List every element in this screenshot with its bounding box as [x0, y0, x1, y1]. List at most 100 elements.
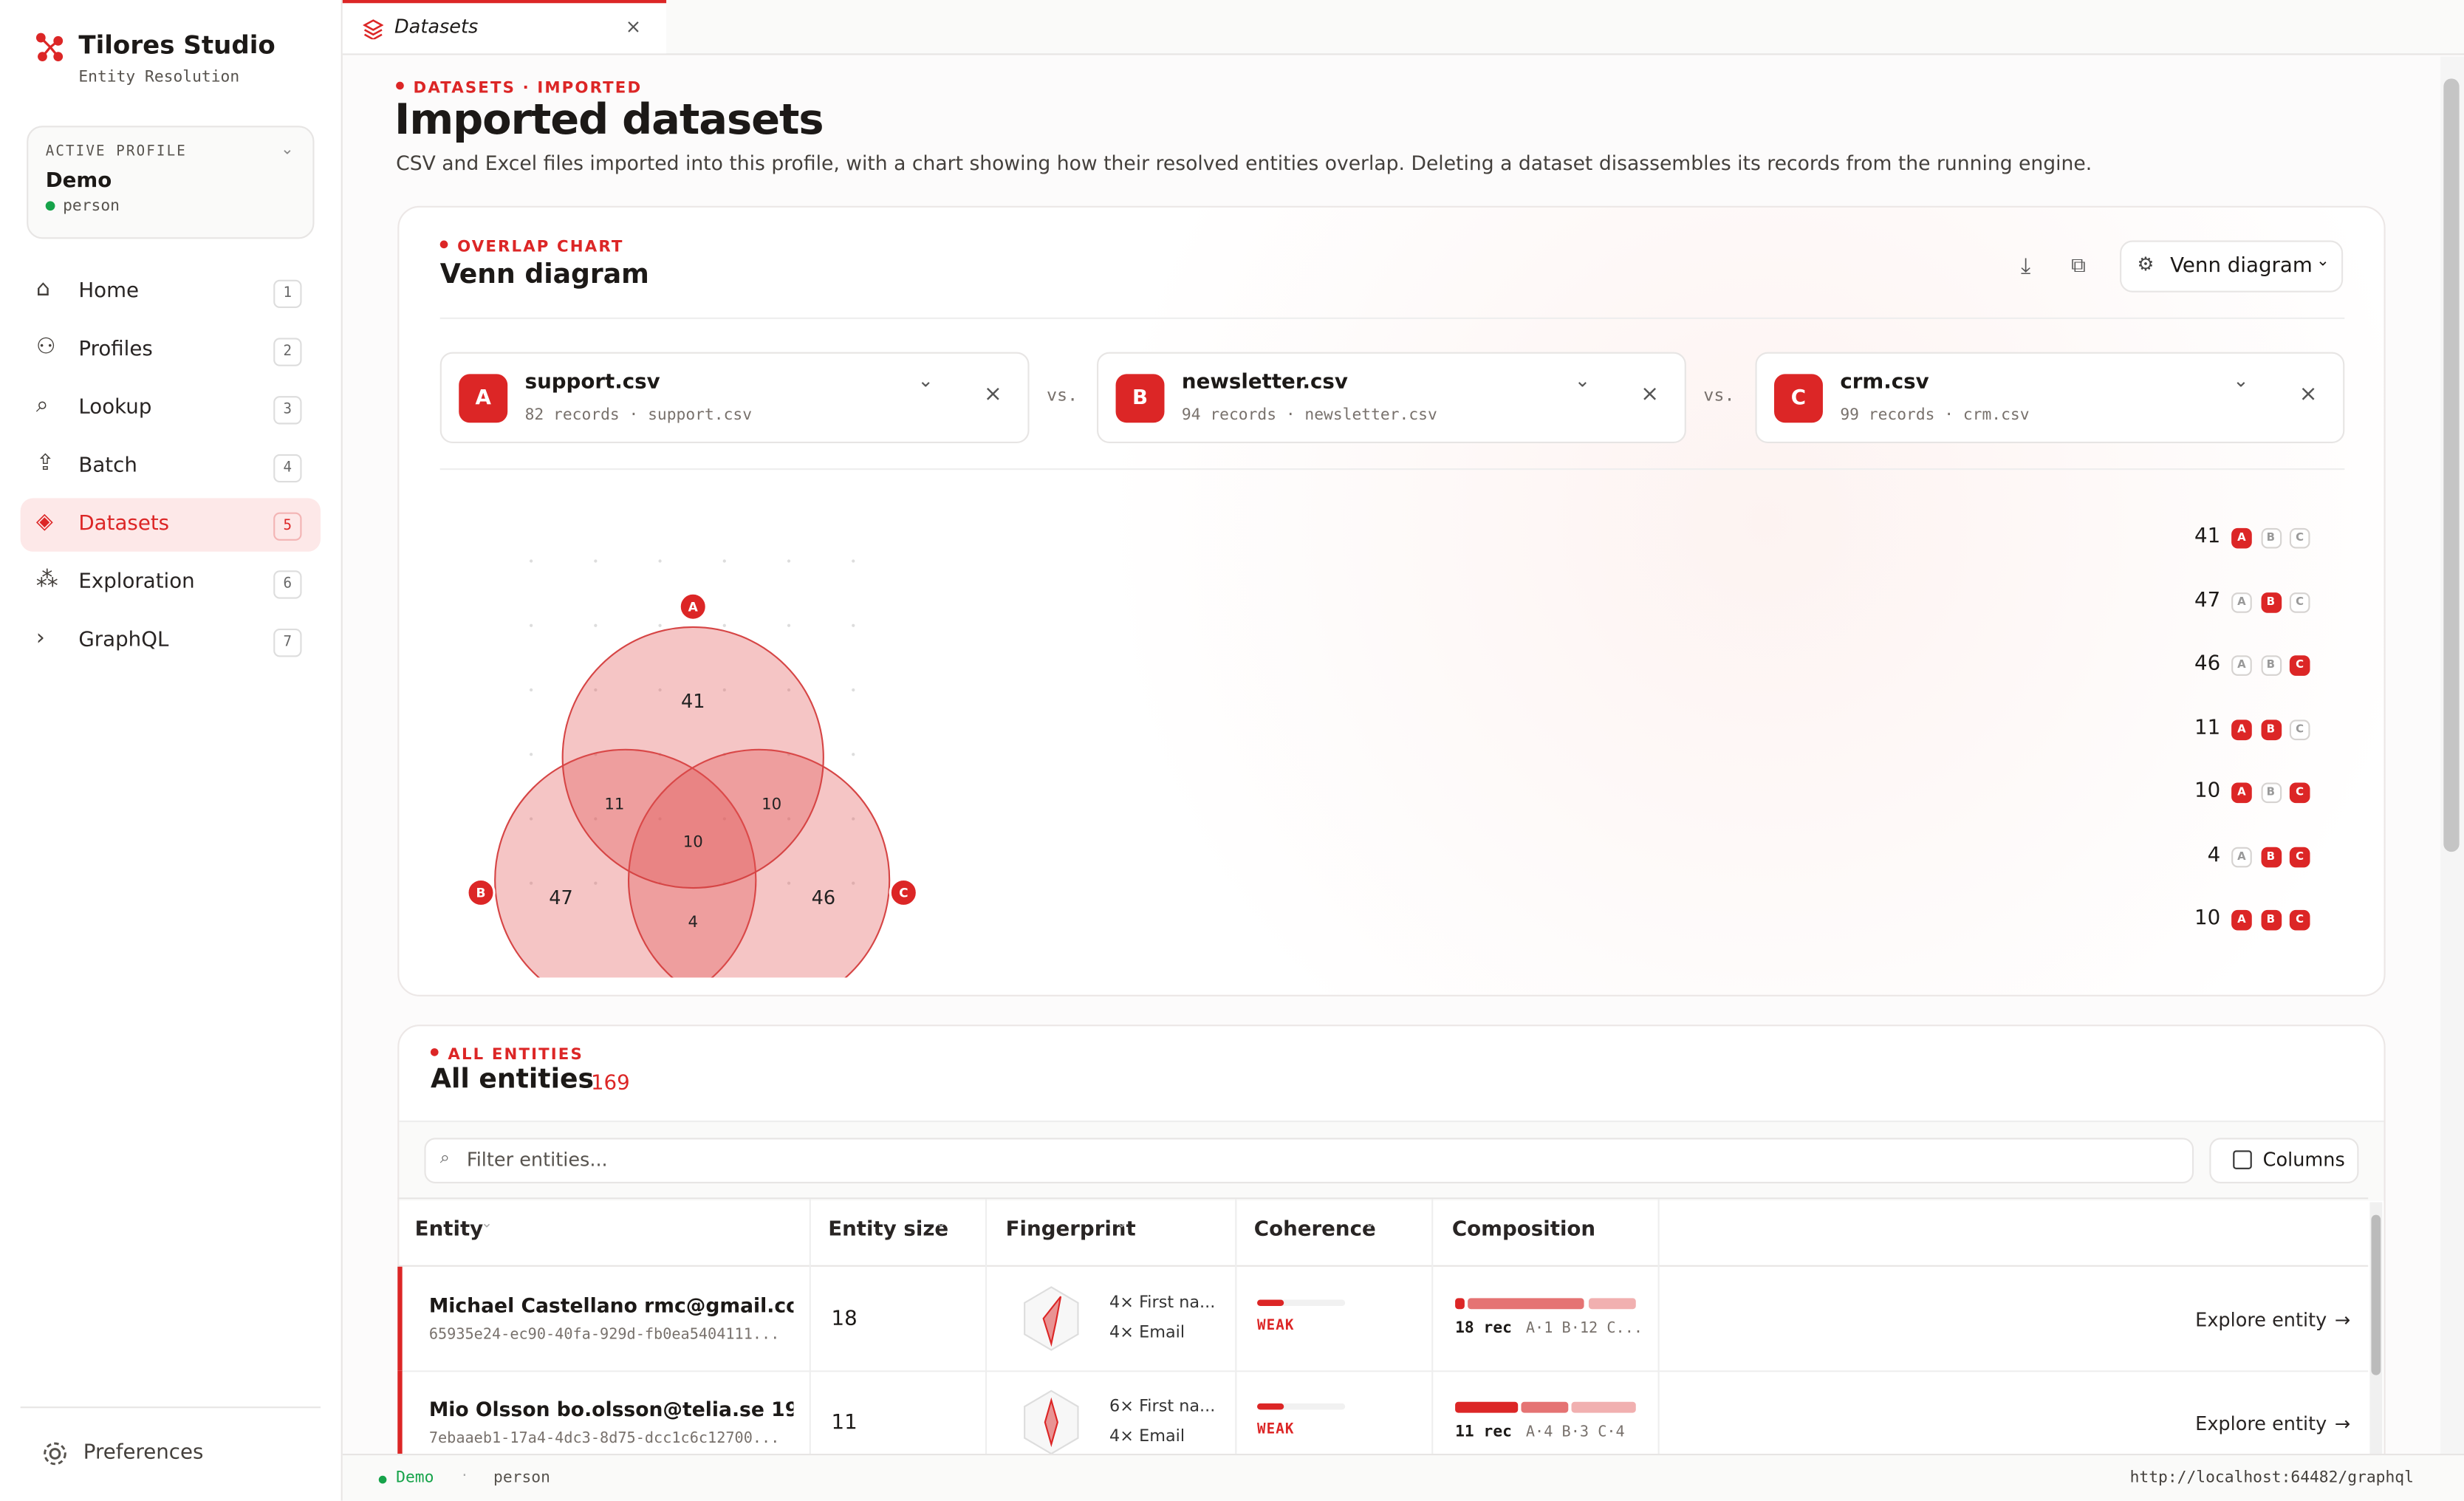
- region-count: 41: [681, 691, 705, 713]
- columns-button[interactable]: Columns: [2209, 1138, 2359, 1184]
- region-count: 46: [812, 887, 835, 909]
- column-header[interactable]: Fingerprint: [1005, 1217, 1136, 1242]
- remove-button[interactable]: ×: [2299, 381, 2318, 408]
- legend-badge: C: [2289, 527, 2310, 549]
- main-scrollbar: [2440, 56, 2464, 1454]
- column-separator: [1235, 1199, 1237, 1454]
- copy-button[interactable]: ⧉: [2071, 254, 2086, 278]
- entity-size: 11: [831, 1411, 858, 1435]
- explore-button[interactable]: Explore entity →: [2195, 1309, 2350, 1331]
- arrow-icon: →: [2334, 1412, 2351, 1435]
- columns-label: Columns: [2262, 1149, 2345, 1172]
- eyebrow-text: DATASETS · IMPORTED: [413, 80, 643, 98]
- nav-key: 3: [273, 396, 302, 425]
- grid-dot: [594, 817, 598, 821]
- remove-button[interactable]: ×: [983, 381, 1002, 408]
- profile-card[interactable]: ACTIVE PROFILE ⌄ Demo person: [27, 126, 315, 239]
- nav-icon: ⌂: [35, 276, 50, 302]
- column-header[interactable]: Composition: [1451, 1217, 1596, 1242]
- entity-count: 169: [590, 1071, 630, 1095]
- entities-card: ALL ENTITIES All entities 169 ⌕ Filter e…: [397, 1025, 2386, 1501]
- grid-dot: [722, 559, 726, 563]
- tab-close[interactable]: ×: [625, 16, 642, 38]
- legend-badge: C: [2289, 592, 2310, 612]
- entity-name: Michael Castellano rmc@gmail.com 1...: [428, 1293, 794, 1317]
- status-dot: [45, 201, 55, 211]
- remove-button[interactable]: ×: [1640, 381, 1660, 408]
- region-count: 11: [604, 795, 624, 813]
- grid-dot: [722, 623, 726, 627]
- set-badge-label: A: [688, 600, 699, 615]
- nav-item[interactable]: › GraphQL 7: [21, 615, 321, 668]
- grid-dot: [787, 688, 791, 692]
- mode-select[interactable]: ⚙ Venn diagram ⌄: [2120, 240, 2344, 293]
- fingerprint-item: 6× First na...: [1109, 1397, 1216, 1416]
- grid-dot: [529, 881, 533, 885]
- nav-item[interactable]: ⌂ Home 1: [21, 266, 321, 319]
- dataset-meta: 94 records · newsletter.csv: [1181, 407, 1437, 425]
- chevron: ⌄: [2233, 369, 2249, 392]
- row-accent: [397, 1266, 403, 1371]
- legend-badge: A: [2231, 782, 2252, 804]
- coherence-label: WEAK: [1257, 1319, 1295, 1335]
- download-button[interactable]: ⤓: [2021, 254, 2031, 280]
- column-header[interactable]: Coherence: [1253, 1217, 1376, 1242]
- composition-parts: A·1 B·12 C...: [1525, 1320, 1643, 1338]
- legend-badge: C: [2289, 909, 2310, 931]
- nav-item[interactable]: ⚇ Profiles 2: [21, 324, 321, 377]
- grid-dot: [852, 753, 855, 756]
- dataset-meta: 82 records · support.csv: [524, 407, 753, 425]
- nav-key: 2: [273, 338, 302, 366]
- tagline: Entity Resolution: [78, 69, 240, 87]
- nav-item[interactable]: ⇪ Batch 4: [21, 440, 321, 493]
- nav-key: 1: [273, 279, 302, 308]
- divider: [439, 317, 2345, 319]
- legend-badge: C: [2289, 719, 2310, 740]
- overlap-card: OVERLAP CHART Venn diagram ⤓ ⧉ ⚙ Venn di…: [397, 205, 2386, 996]
- legend-count: 10: [2194, 779, 2221, 804]
- grid-dot: [852, 881, 855, 885]
- dataset-meta: 99 records · crm.csv: [1840, 407, 2030, 425]
- separator: vs.: [1703, 385, 1735, 406]
- nav-item[interactable]: ⌕ Lookup 3: [21, 382, 321, 435]
- explore-button[interactable]: Explore entity →: [2195, 1413, 2350, 1435]
- legend-badge: B: [2260, 527, 2282, 549]
- status-url: http://localhost:64482/graphql: [2129, 1469, 2414, 1487]
- legend-badge: B: [2260, 655, 2282, 676]
- nav-item[interactable]: ◈ Datasets 5: [20, 498, 321, 552]
- nav-icon: ⇪: [35, 451, 55, 476]
- grid-dot: [529, 688, 533, 692]
- nav-item[interactable]: ⁂ Exploration 6: [21, 556, 321, 609]
- legend-badge: B: [2260, 846, 2282, 867]
- radar-shape: [1042, 1296, 1062, 1347]
- entity-id: 7ebaaeb1-17a4-4dc3-8d75-dcc1c6c12700...: [428, 1430, 780, 1448]
- divider: [397, 1265, 2369, 1267]
- column-header[interactable]: Entity: [414, 1217, 484, 1242]
- set-badge: [466, 878, 496, 908]
- tab[interactable]: Datasets ×: [342, 0, 667, 54]
- legend-badge: B: [2260, 909, 2282, 931]
- scroll-thumb: [2443, 78, 2460, 852]
- preferences[interactable]: Preferences: [83, 1440, 204, 1465]
- page-eyebrow: DATASETS · IMPORTED: [396, 81, 642, 98]
- legend-badge: B: [2260, 719, 2282, 740]
- grid-dot: [787, 559, 791, 563]
- divider: [20, 1406, 321, 1409]
- scroll-thumb: [2371, 1214, 2381, 1375]
- grid-dot: [722, 817, 726, 821]
- set-badge: [678, 592, 708, 621]
- column-separator: [985, 1199, 988, 1454]
- grid-dot: [658, 559, 662, 563]
- legend-badge: C: [2289, 846, 2310, 867]
- logo: [35, 33, 64, 61]
- nav-label: Home: [78, 279, 140, 304]
- column-header[interactable]: Entity size: [828, 1217, 949, 1242]
- legend-count: 10: [2194, 906, 2221, 931]
- filter-input[interactable]: ⌕ Filter entities...: [424, 1138, 2194, 1184]
- legend-badge: A: [2231, 909, 2252, 931]
